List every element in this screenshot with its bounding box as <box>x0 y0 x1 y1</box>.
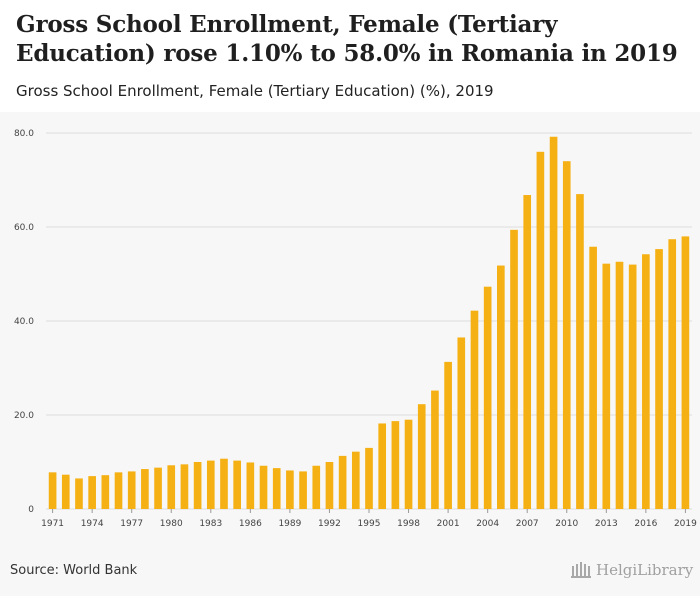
bar-2000[interactable] <box>431 390 439 509</box>
bar-1979[interactable] <box>154 467 162 509</box>
bar-1999[interactable] <box>417 404 426 509</box>
x-tick-label: 1971 <box>41 519 64 529</box>
bar-1980[interactable] <box>167 465 176 509</box>
bar-1992[interactable] <box>325 462 334 509</box>
bar-2002[interactable] <box>457 337 466 509</box>
bar-2018[interactable] <box>668 239 677 509</box>
x-tick-label: 1977 <box>120 519 143 529</box>
y-tick-label: 60.0 <box>14 223 34 233</box>
bar-1988[interactable] <box>272 468 281 509</box>
bar-1983[interactable] <box>206 460 215 509</box>
bar-2011[interactable] <box>576 194 584 509</box>
bar-2004[interactable] <box>483 286 492 509</box>
y-tick-label: 0 <box>28 505 34 515</box>
x-tick-label: 2019 <box>674 519 697 529</box>
bar-2009[interactable] <box>549 136 558 509</box>
bar-2001[interactable] <box>444 361 452 509</box>
source-note: Source: World Bank <box>10 563 138 578</box>
bar-1991[interactable] <box>312 465 321 509</box>
x-tick-label: 2013 <box>595 519 618 529</box>
page-title: Gross School Enrollment, Female (Tertiar… <box>16 11 678 67</box>
bar-1987[interactable] <box>259 465 268 509</box>
chart-subtitle: Gross School Enrollment, Female (Tertiar… <box>16 82 494 100</box>
bar-1995[interactable] <box>365 447 373 509</box>
bar-1975[interactable] <box>101 475 110 509</box>
bar-2014[interactable] <box>615 261 624 509</box>
x-tick-label: 2004 <box>476 519 499 529</box>
y-tick-label: 40.0 <box>14 317 34 327</box>
bar-2017[interactable] <box>655 249 663 509</box>
library-columns-icon <box>571 562 591 578</box>
bar-2010[interactable] <box>562 161 571 509</box>
bar-1978[interactable] <box>141 469 149 509</box>
x-tick-label: 1974 <box>81 519 104 529</box>
bar-1997[interactable] <box>391 421 400 509</box>
bar-1985[interactable] <box>233 460 241 509</box>
bar-1982[interactable] <box>193 462 202 509</box>
header: Gross School Enrollment, Female (Tertiar… <box>0 0 700 112</box>
x-tick-label: 1986 <box>239 519 262 529</box>
bar-2005[interactable] <box>497 265 505 509</box>
bar-1993[interactable] <box>338 455 347 509</box>
bar-1996[interactable] <box>378 423 387 509</box>
bar-1972[interactable] <box>61 474 70 509</box>
x-tick-label: 1995 <box>358 519 381 529</box>
bar-chart: 0 20.0 40.0 60.0 80.0 1971 1974 1977 1980 1983 198… <box>14 129 697 529</box>
bar-2008[interactable] <box>536 151 545 510</box>
bar-1973[interactable] <box>75 478 83 509</box>
bar-1977[interactable] <box>127 471 136 509</box>
bar-2019[interactable] <box>681 236 690 509</box>
bar-1998[interactable] <box>404 419 413 509</box>
bar-1974[interactable] <box>88 476 96 509</box>
x-tick-label: 2007 <box>516 519 539 529</box>
bar-2013[interactable] <box>602 263 611 509</box>
x-tick-label: 1998 <box>397 519 420 529</box>
bar-1989[interactable] <box>286 470 294 509</box>
x-tick-label: 1983 <box>199 519 222 529</box>
y-tick-label: 80.0 <box>14 129 34 139</box>
bar-1984[interactable] <box>220 458 228 509</box>
logo-text: HelgiLibrary <box>596 561 694 579</box>
bar-1976[interactable] <box>114 472 123 509</box>
x-tick-label: 1980 <box>160 519 183 529</box>
bar-1994[interactable] <box>351 451 360 509</box>
x-tick-label: 2016 <box>634 519 657 529</box>
bar-2012[interactable] <box>589 246 597 510</box>
bar-2007[interactable] <box>523 195 532 509</box>
x-tick-label: 2001 <box>437 519 460 529</box>
bar-1990[interactable] <box>299 471 307 509</box>
x-tick-label: 1989 <box>278 519 301 529</box>
helgi-library-logo[interactable]: HelgiLibrary <box>570 561 693 579</box>
bar-2016[interactable] <box>642 254 650 509</box>
bar-2003[interactable] <box>470 310 479 509</box>
x-tick-label: 2010 <box>555 519 578 529</box>
chart-panel: 0 20.0 40.0 60.0 80.0 1971 1974 1977 1980 1983 198… <box>0 112 700 596</box>
bar-1986[interactable] <box>246 462 255 509</box>
x-tick-label: 1992 <box>318 519 341 529</box>
bar-1971[interactable] <box>48 472 57 509</box>
bar-1981[interactable] <box>180 464 189 509</box>
bar-2006[interactable] <box>510 229 518 509</box>
bar-2015[interactable] <box>628 264 637 509</box>
y-tick-label: 20.0 <box>14 411 34 421</box>
